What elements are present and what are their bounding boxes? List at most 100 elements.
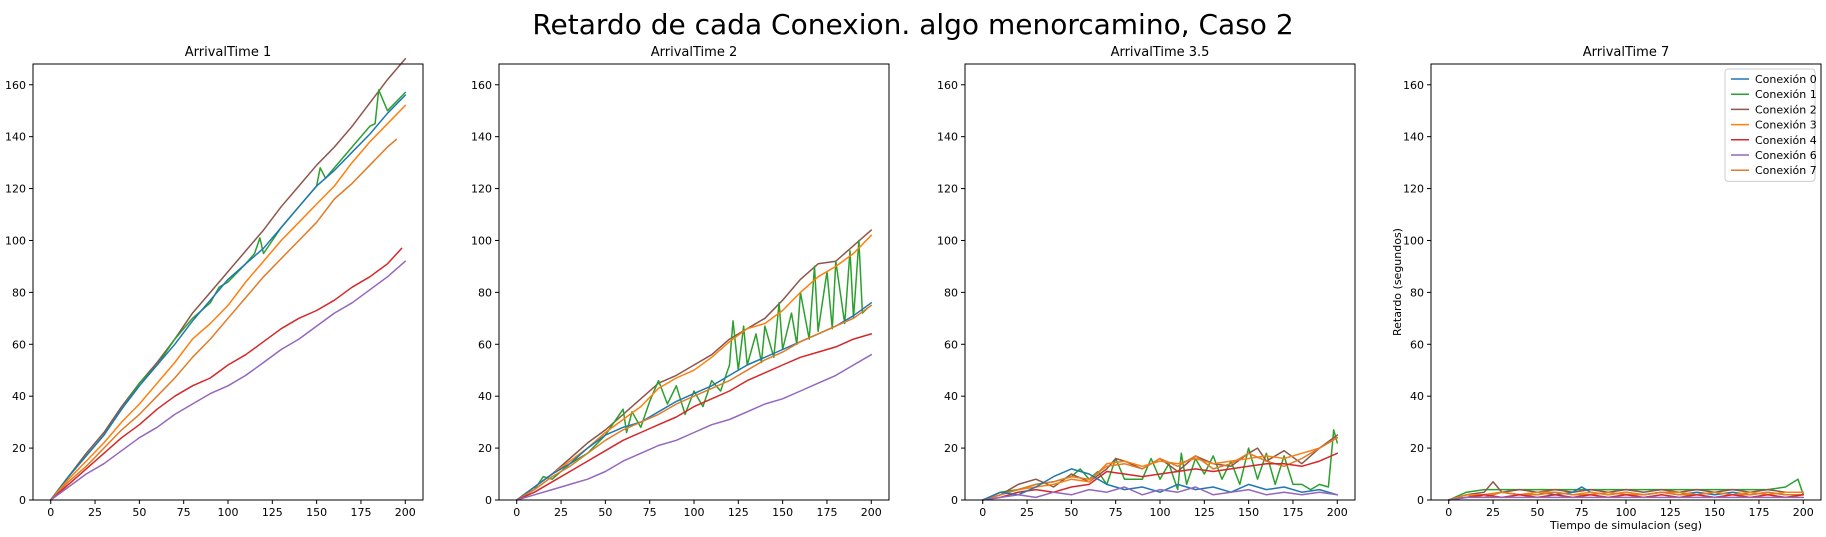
x-tick-label: 175	[816, 506, 837, 519]
x-tick-label: 50	[132, 506, 146, 519]
y-tick-label: 120	[937, 183, 958, 196]
y-tick-label: 20	[1410, 442, 1424, 455]
x-tick-label: 150	[772, 506, 793, 519]
x-tick-label: 175	[1748, 506, 1769, 519]
series-line-conexión-0	[49, 94, 407, 501]
series-line-conexión-6	[49, 260, 407, 501]
y-tick-label: 60	[944, 338, 958, 351]
series-line-conexión-7	[49, 138, 398, 501]
series-line-conexión-1	[49, 89, 407, 501]
x-tick-label: 75	[177, 506, 191, 519]
x-tick-label: 125	[262, 506, 283, 519]
panel-title: ArrivalTime 7	[1583, 45, 1669, 60]
series-line-conexión-6	[1447, 496, 1805, 501]
y-tick-label: 0	[951, 494, 958, 507]
series-line-conexión-1	[1447, 478, 1805, 501]
y-tick-label: 40	[1410, 390, 1424, 403]
y-tick-label: 100	[5, 234, 26, 247]
x-tick-label: 200	[1327, 506, 1348, 519]
y-tick-label: 40	[12, 390, 26, 403]
legend-label: Conexión 1	[1755, 88, 1817, 101]
series-line-conexión-4	[515, 333, 873, 501]
y-tick-label: 160	[937, 79, 958, 92]
series-line-conexión-3	[515, 234, 873, 501]
x-tick-label: 200	[395, 506, 416, 519]
y-tick-label: 160	[1403, 79, 1424, 92]
y-tick-label: 120	[1403, 183, 1424, 196]
x-tick-label: 75	[1109, 506, 1123, 519]
chart-panel-1: ArrivalTime 1 0 25 50 75 100 125 150 175 200 0 20 40…	[5, 45, 424, 519]
legend: Conexión 0 Conexión 1 Conexión 2 Conexión 3…	[1724, 68, 1817, 182]
series-line-conexión-0	[981, 468, 1339, 501]
series-line-conexión-7	[515, 304, 873, 501]
x-tick-label: 150	[1704, 506, 1725, 519]
y-tick-label: 20	[944, 442, 958, 455]
series-line-conexión-4	[981, 452, 1339, 501]
y-axis-label: Retardo (segundos)	[1391, 228, 1404, 336]
series-line-conexión-4	[49, 247, 403, 501]
y-tick-label: 120	[471, 183, 492, 196]
x-tick-label: 50	[1064, 506, 1078, 519]
y-tick-label: 80	[1410, 286, 1424, 299]
series-line-conexión-3	[981, 436, 1339, 501]
panel-title: ArrivalTime 1	[185, 45, 271, 60]
x-tick-label: 150	[1238, 506, 1259, 519]
x-tick-label: 25	[554, 506, 568, 519]
x-tick-label: 100	[218, 506, 239, 519]
y-tick-label: 120	[5, 183, 26, 196]
panel-title: ArrivalTime 2	[651, 45, 737, 60]
y-tick-label: 80	[12, 286, 26, 299]
y-tick-label: 0	[19, 494, 26, 507]
y-tick-label: 60	[478, 338, 492, 351]
x-tick-label: 0	[513, 506, 520, 519]
series-line-conexión-6	[515, 353, 873, 501]
y-tick-label: 40	[478, 390, 492, 403]
chart-panel-4: ArrivalTime 7 0 25 50 75 100 125 150 175 200 0 20 40…	[1391, 45, 1822, 532]
x-tick-label: 50	[1530, 506, 1544, 519]
y-tick-label: 160	[471, 79, 492, 92]
x-tick-label: 100	[1616, 506, 1637, 519]
legend-label: Conexión 3	[1755, 119, 1817, 132]
series-line-conexión-6	[981, 486, 1339, 501]
series-line-conexión-2	[1447, 481, 1805, 501]
y-tick-label: 0	[1417, 494, 1424, 507]
y-tick-label: 100	[1403, 234, 1424, 247]
panel-title: ArrivalTime 3.5	[1111, 45, 1210, 60]
x-tick-label: 125	[1660, 506, 1681, 519]
series-line-conexión-4	[1447, 494, 1805, 501]
x-tick-label: 200	[861, 506, 882, 519]
x-tick-label: 100	[684, 506, 705, 519]
legend-label: Conexión 2	[1755, 103, 1817, 116]
legend-label: Conexión 4	[1755, 134, 1817, 147]
x-tick-label: 0	[1445, 506, 1452, 519]
series-line-conexión-2	[49, 58, 407, 501]
series-line-conexión-3	[49, 104, 407, 501]
chart-panel-3: ArrivalTime 3.5 0 25 50 75 100 125 150 175 200 0 20…	[937, 45, 1356, 519]
legend-box	[1724, 68, 1816, 182]
x-tick-label: 25	[1486, 506, 1500, 519]
x-tick-label: 175	[1282, 506, 1303, 519]
legend-label: Conexión 7	[1755, 164, 1817, 177]
y-tick-label: 140	[5, 131, 26, 144]
y-tick-label: 20	[12, 442, 26, 455]
legend-label: Conexión 6	[1755, 149, 1817, 162]
y-tick-label: 60	[12, 338, 26, 351]
y-tick-label: 80	[478, 286, 492, 299]
x-tick-label: 75	[1575, 506, 1589, 519]
y-tick-label: 100	[937, 234, 958, 247]
x-tick-label: 125	[1194, 506, 1215, 519]
series-line-conexión-2	[515, 229, 873, 501]
x-tick-label: 175	[350, 506, 371, 519]
x-tick-label: 75	[643, 506, 657, 519]
x-tick-label: 0	[979, 506, 986, 519]
chart-panel-2: ArrivalTime 2 0 25 50 75 100 125 150 175 200 0 20 40…	[471, 45, 890, 519]
y-tick-label: 80	[944, 286, 958, 299]
series-line-conexión-1	[981, 429, 1339, 501]
y-tick-label: 140	[937, 131, 958, 144]
x-tick-label: 150	[306, 506, 327, 519]
x-tick-label: 125	[728, 506, 749, 519]
y-tick-label: 60	[1410, 338, 1424, 351]
x-tick-label: 0	[47, 506, 54, 519]
x-tick-label: 200	[1793, 506, 1814, 519]
